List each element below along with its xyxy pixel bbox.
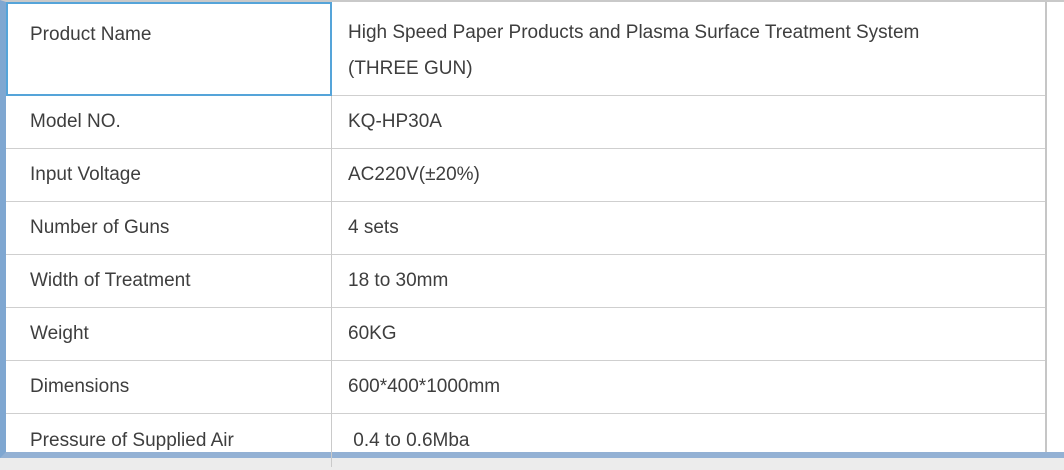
table-row: Product Name High Speed Paper Products a… — [6, 2, 1045, 96]
spec-value-cell[interactable]: 0.4 to 0.6Mba — [332, 414, 1045, 467]
spec-value: 18 to 30mm — [348, 270, 449, 291]
spec-label: Dimensions — [30, 376, 130, 397]
spec-label-cell[interactable]: Weight — [6, 308, 332, 361]
table-row: Pressure of Supplied Air 0.4 to 0.6Mba — [6, 414, 1045, 467]
table-row: Number of Guns 4 sets — [6, 202, 1045, 255]
spec-label: Input Voltage — [30, 164, 141, 185]
spec-value: High Speed Paper Products and Plasma Sur… — [348, 22, 920, 79]
spec-label: Weight — [30, 323, 89, 344]
spec-value-cell[interactable]: AC220V(±20%) — [332, 149, 1045, 202]
spec-value-cell[interactable]: 600*400*1000mm — [332, 361, 1045, 414]
spec-value: KQ-HP30A — [348, 111, 442, 132]
spec-value: 0.4 to 0.6Mba — [348, 429, 470, 451]
spec-label: Width of Treatment — [30, 270, 191, 291]
spec-label-cell[interactable]: Pressure of Supplied Air — [6, 414, 332, 467]
spec-label: Product Name — [30, 24, 152, 45]
spec-label-cell[interactable]: Dimensions — [6, 361, 332, 414]
table-row: Dimensions 600*400*1000mm — [6, 361, 1045, 414]
table-row: Input Voltage AC220V(±20%) — [6, 149, 1045, 202]
spec-label-cell[interactable]: Product Name — [6, 2, 332, 96]
spec-value-cell[interactable]: 4 sets — [332, 202, 1045, 255]
spec-label: Number of Guns — [30, 217, 170, 238]
spec-label-cell[interactable]: Width of Treatment — [6, 255, 332, 308]
spec-label-cell[interactable]: Input Voltage — [6, 149, 332, 202]
spec-value: 600*400*1000mm — [348, 376, 501, 397]
table-row: Width of Treatment 18 to 30mm — [6, 255, 1045, 308]
spec-value-cell[interactable]: 18 to 30mm — [332, 255, 1045, 308]
table-row: Weight 60KG — [6, 308, 1045, 361]
table-grid: Product Name High Speed Paper Products a… — [6, 2, 1047, 467]
spec-label-cell[interactable]: Number of Guns — [6, 202, 332, 255]
spec-value: 4 sets — [348, 217, 399, 238]
spec-value-cell[interactable]: KQ-HP30A — [332, 96, 1045, 149]
spec-value: 60KG — [348, 323, 397, 344]
spec-value-cell[interactable]: High Speed Paper Products and Plasma Sur… — [332, 2, 1045, 96]
spec-label: Model NO. — [30, 111, 121, 132]
spec-label: Pressure of Supplied Air — [30, 429, 234, 451]
spec-label-cell[interactable]: Model NO. — [6, 96, 332, 149]
spec-value: AC220V(±20%) — [348, 164, 480, 185]
table-row: Model NO. KQ-HP30A — [6, 96, 1045, 149]
spec-value-cell[interactable]: 60KG — [332, 308, 1045, 361]
